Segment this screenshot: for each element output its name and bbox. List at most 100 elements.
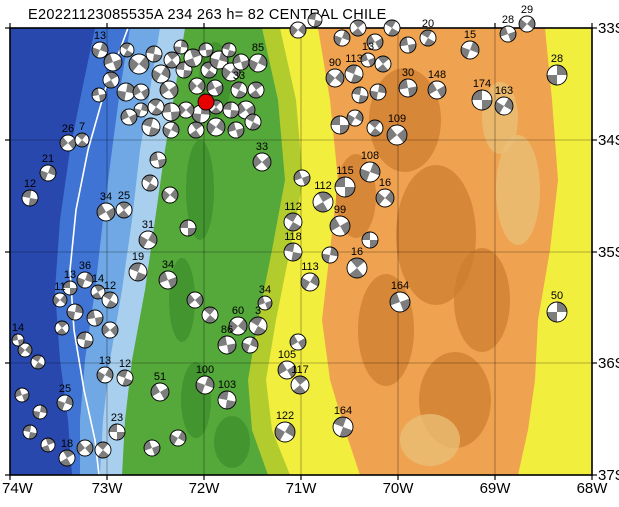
focal-mechanism [546,64,568,86]
focal-mechanism-depth-label: 34 [100,191,112,203]
focal-mechanism [230,81,248,99]
terrain-patch [400,414,460,466]
focal-mechanism [290,375,310,395]
focal-mechanism [86,309,104,327]
focal-mechanism-depth-label: 25 [118,190,130,202]
focal-mechanism [244,113,262,131]
focal-mechanism-depth-label: 113 [345,53,363,65]
focal-mechanism [206,79,224,97]
lon-axis-label: 74W [2,480,34,497]
focal-mechanism [188,77,206,95]
focal-mechanism [163,51,181,69]
focal-mechanism [312,191,334,213]
focal-mechanism-depth-label: 113 [301,261,319,273]
focal-mechanism [159,80,179,100]
focal-mechanism [32,404,48,420]
focal-mechanism [91,41,109,59]
focal-mechanism [277,360,297,380]
focal-mechanism [39,164,57,182]
focal-mechanism-depth-label: 115 [336,165,354,177]
focal-mechanism [248,316,268,336]
lat-axis-label: 36S [598,355,619,372]
focal-mechanism [147,98,165,116]
focal-mechanism [346,109,364,127]
focal-mechanism [90,284,106,300]
focal-mechanism-depth-label: 12 [24,178,36,190]
focal-mechanism-depth-label: 29 [521,4,533,16]
focal-mechanism [94,441,112,459]
focal-mechanism [360,52,376,68]
focal-mechanism [161,186,179,204]
focal-mechanism [66,303,84,321]
focal-mechanism [344,64,364,84]
focal-mechanism [145,45,163,63]
focal-mechanism [494,96,514,116]
focal-mechanism-depth-label: 12 [104,280,116,292]
focal-mechanism-depth-label: 14 [12,322,24,334]
focal-mechanism-depth-label: 33 [256,141,268,153]
focal-mechanism [151,64,171,84]
focal-mechanism [149,151,167,169]
focal-mechanism [150,382,170,402]
focal-mechanism-depth-label: 18 [61,438,73,450]
focal-mechanism [101,321,119,339]
focal-mechanism [169,429,187,447]
focal-mechanism-depth-label: 112 [284,201,302,213]
lat-axis-label: 37S [598,467,619,484]
focal-mechanism [241,336,259,354]
focal-mechanism-depth-label: 28 [551,53,563,65]
focal-mechanism-depth-label: 105 [278,349,296,361]
focal-mechanism-depth-label: 25 [59,383,71,395]
focal-mechanism [227,121,245,139]
focal-mechanism [221,42,237,58]
focal-mechanism [427,80,447,100]
focal-mechanism [209,50,229,70]
focal-mechanism-depth-label: 15 [464,29,476,41]
focal-mechanism-depth-label: 164 [391,280,409,292]
highlighted-event-marker [197,93,215,111]
focal-mechanism-depth-label: 13 [64,269,76,281]
focal-mechanism-depth-label: 50 [551,290,563,302]
focal-mechanism-depth-label: 3 [255,305,261,317]
focal-mechanism [217,390,237,410]
terrain-patch [496,135,540,245]
focal-mechanism [349,19,367,37]
lat-axis-label: 35S [598,244,619,261]
focal-mechanism [333,29,351,47]
focal-mechanism [321,246,339,264]
focal-mechanism [141,174,159,192]
focal-mechanism [386,124,408,146]
terrain-patch [396,165,476,305]
focal-mechanism [30,354,46,370]
focal-mechanism [22,424,38,440]
focal-mechanism [187,121,205,139]
focal-mechanism [76,439,94,457]
focal-mechanism [102,71,120,89]
focal-mechanism [398,78,418,98]
focal-mechanism [247,81,265,99]
focal-mechanism [195,375,215,395]
focal-mechanism [257,295,273,311]
focal-mechanism-depth-label: 19 [132,251,144,263]
focal-mechanism [74,132,90,148]
focal-mechanism-depth-label: 118 [284,231,302,243]
terrain-patch [214,416,250,468]
focal-mechanism [222,101,240,119]
terrain-patch [369,68,441,172]
focal-mechanism [14,387,30,403]
focal-mechanism [115,201,133,219]
focal-mechanism-depth-label: 13 [94,30,106,42]
focal-mechanism [62,280,78,296]
focal-mechanism [351,86,369,104]
focal-mechanism [300,272,320,292]
focal-mechanism [132,83,150,101]
focal-mechanism [293,169,311,187]
focal-mechanism [274,421,296,443]
lat-axis-label: 33S [598,20,619,37]
focal-mechanism [161,102,181,122]
focal-mechanism [252,152,272,172]
focal-mechanism [116,82,136,102]
focal-mechanism-depth-label: 100 [196,364,214,376]
focal-mechanism-depth-label: 34 [259,284,271,296]
